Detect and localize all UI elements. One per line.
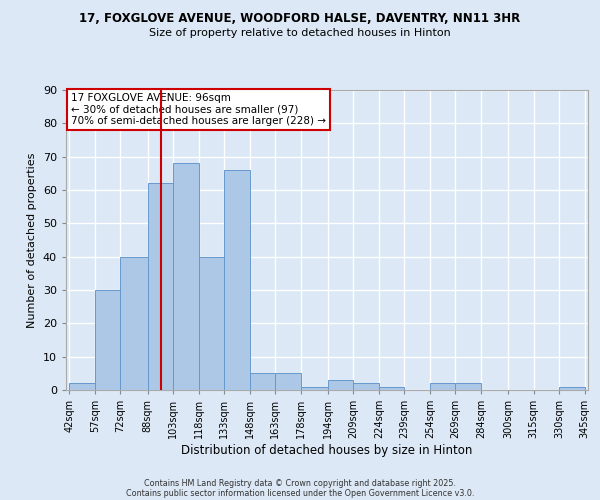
Bar bbox=[199, 256, 224, 390]
Bar bbox=[301, 386, 328, 390]
Text: Size of property relative to detached houses in Hinton: Size of property relative to detached ho… bbox=[149, 28, 451, 38]
Bar bbox=[70, 384, 95, 390]
Text: 17, FOXGLOVE AVENUE, WOODFORD HALSE, DAVENTRY, NN11 3HR: 17, FOXGLOVE AVENUE, WOODFORD HALSE, DAV… bbox=[79, 12, 521, 26]
Bar bbox=[559, 386, 584, 390]
Text: Contains public sector information licensed under the Open Government Licence v3: Contains public sector information licen… bbox=[126, 488, 474, 498]
Bar bbox=[148, 184, 173, 390]
Y-axis label: Number of detached properties: Number of detached properties bbox=[27, 152, 37, 328]
Bar bbox=[353, 384, 379, 390]
Bar bbox=[275, 374, 301, 390]
Bar bbox=[250, 374, 275, 390]
Bar bbox=[455, 384, 481, 390]
Bar bbox=[173, 164, 199, 390]
Bar bbox=[379, 386, 404, 390]
Bar bbox=[328, 380, 353, 390]
Bar bbox=[121, 256, 148, 390]
Bar bbox=[430, 384, 455, 390]
X-axis label: Distribution of detached houses by size in Hinton: Distribution of detached houses by size … bbox=[181, 444, 473, 457]
Text: 17 FOXGLOVE AVENUE: 96sqm
← 30% of detached houses are smaller (97)
70% of semi-: 17 FOXGLOVE AVENUE: 96sqm ← 30% of detac… bbox=[71, 93, 326, 126]
Bar bbox=[95, 290, 121, 390]
Text: Contains HM Land Registry data © Crown copyright and database right 2025.: Contains HM Land Registry data © Crown c… bbox=[144, 478, 456, 488]
Bar bbox=[224, 170, 250, 390]
